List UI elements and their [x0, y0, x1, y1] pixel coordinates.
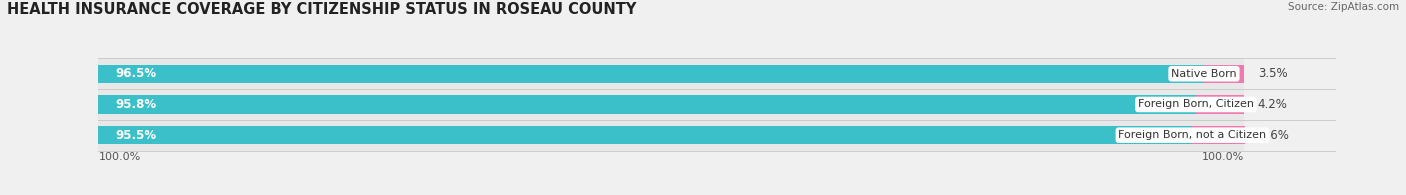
Bar — [98, 65, 1204, 83]
Text: HEALTH INSURANCE COVERAGE BY CITIZENSHIP STATUS IN ROSEAU COUNTY: HEALTH INSURANCE COVERAGE BY CITIZENSHIP… — [7, 2, 637, 17]
Text: Foreign Born, not a Citizen: Foreign Born, not a Citizen — [1118, 130, 1267, 140]
Bar — [98, 126, 1192, 144]
Bar — [1204, 65, 1244, 83]
Bar — [98, 126, 1244, 144]
Text: Source: ZipAtlas.com: Source: ZipAtlas.com — [1288, 2, 1399, 12]
Text: 4.6%: 4.6% — [1258, 129, 1289, 142]
Text: 96.5%: 96.5% — [115, 67, 156, 80]
Text: 100.0%: 100.0% — [98, 152, 141, 162]
Bar — [1192, 126, 1246, 144]
Bar — [98, 120, 1244, 151]
Bar — [98, 95, 1244, 114]
Text: Foreign Born, Citizen: Foreign Born, Citizen — [1137, 99, 1254, 109]
Text: 100.0%: 100.0% — [1202, 152, 1244, 162]
Bar — [98, 58, 1244, 89]
Bar — [98, 89, 1244, 120]
Text: 4.2%: 4.2% — [1258, 98, 1288, 111]
Bar — [98, 95, 1197, 114]
Text: 3.5%: 3.5% — [1258, 67, 1288, 80]
Text: 95.8%: 95.8% — [115, 98, 156, 111]
Text: 95.5%: 95.5% — [115, 129, 156, 142]
Text: Native Born: Native Born — [1171, 69, 1237, 79]
Bar — [1197, 95, 1244, 114]
Bar — [98, 65, 1244, 83]
